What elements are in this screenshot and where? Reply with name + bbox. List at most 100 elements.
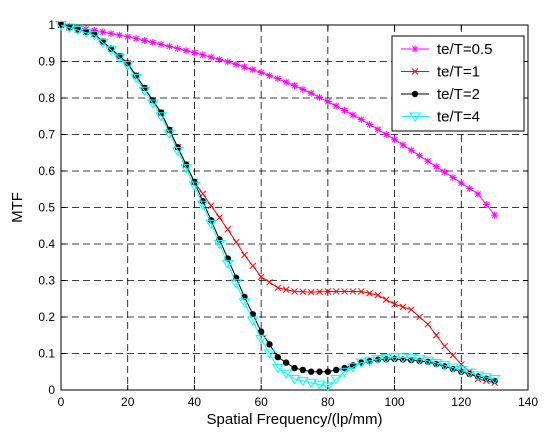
data-point [213,240,226,250]
data-point [155,112,167,122]
data-point [274,75,282,83]
y-tick-label: 0.5 [38,201,55,215]
series-group [55,21,501,392]
data-point [332,366,340,374]
marker-stroke [258,69,265,76]
marker-stroke [411,68,419,75]
marker-stroke [432,331,440,339]
marker-stroke [324,98,331,105]
data-point [96,38,109,49]
marker-stroke [266,278,273,286]
y-tick-label: 0.4 [38,237,55,251]
data-point [291,82,298,90]
y-tick-label: 0.1 [38,347,55,361]
marker-stroke [483,201,490,208]
data-point [190,49,198,57]
data-point [107,30,115,38]
data-point [380,354,393,364]
marker-stroke [216,214,223,221]
data-point [282,286,290,293]
data-point [291,288,298,295]
data-point [399,141,407,149]
data-point [441,168,449,176]
data-point [441,342,448,350]
marker-stroke [232,238,240,246]
data-point [80,28,92,39]
marker-stroke [341,107,348,114]
marker-stroke [199,51,206,58]
data-point [449,351,457,359]
marker-stroke [474,191,481,197]
data-point [216,214,223,221]
legend-item: te/T=4 [401,109,480,126]
data-point [266,278,273,286]
marker-stroke [249,262,257,270]
marker-stroke [441,342,448,350]
x-tick-label: 60 [254,395,268,409]
x-axis-label: Spatial Frequency/(lp/mm) [207,411,383,428]
data-point [149,38,157,46]
data-point [257,68,265,76]
data-point [405,353,418,364]
x-tick-label: 80 [321,395,335,409]
marker-stroke [374,126,381,133]
data-point [230,279,243,289]
data-point [99,38,106,45]
legend-swatch-marker [409,112,421,122]
data-point [324,288,332,295]
data-point [257,273,265,281]
marker-stroke [233,61,240,68]
marker-stroke [349,288,357,295]
data-point [430,358,443,369]
data-point [341,288,348,295]
data-point [241,251,248,259]
data-point [321,382,334,392]
marker-stroke [283,79,290,86]
y-tick-label: 0 [48,383,55,397]
marker-stroke [191,49,198,56]
data-point [474,190,482,198]
data-point [91,30,98,38]
data-point [480,373,493,383]
data-point [391,136,399,144]
data-point [491,377,498,385]
marker-stroke [241,63,248,70]
data-point [399,303,407,311]
marker-stroke [299,288,307,296]
legend-box [391,35,525,132]
data-point [249,66,257,74]
legend-swatch-marker [411,45,419,53]
marker-stroke [116,32,123,39]
data-point [282,78,290,86]
data-point [357,288,365,295]
y-tick-label: 0.9 [38,55,55,69]
data-point [274,353,282,361]
data-point [113,53,126,64]
data-point [482,201,490,209]
y-tick-label: 0.8 [38,91,55,105]
marker-stroke [166,43,173,50]
data-point [249,262,257,270]
data-point [366,120,374,128]
data-point [307,368,315,375]
data-point [141,84,148,92]
marker-stroke [491,212,498,219]
legend-item: te/T=0.5 [401,41,492,58]
data-point [196,200,209,211]
data-point [288,375,301,385]
marker-stroke [307,288,315,296]
legend-label: te/T=0.5 [437,41,492,58]
data-point [271,364,284,374]
data-point [346,363,359,373]
axis-ticks: 0 20 40 60 80 100 120 140 0 0.1 0.2 0.3 0.4 0.5 0.6 0.7… [38,18,538,409]
data-point [140,37,148,45]
marker-stroke [266,72,273,79]
data-point [165,42,173,50]
marker-stroke [424,158,431,165]
marker-stroke [207,202,215,210]
data-point [463,368,476,379]
marker-stroke [249,66,256,73]
marker-stroke [449,351,457,359]
